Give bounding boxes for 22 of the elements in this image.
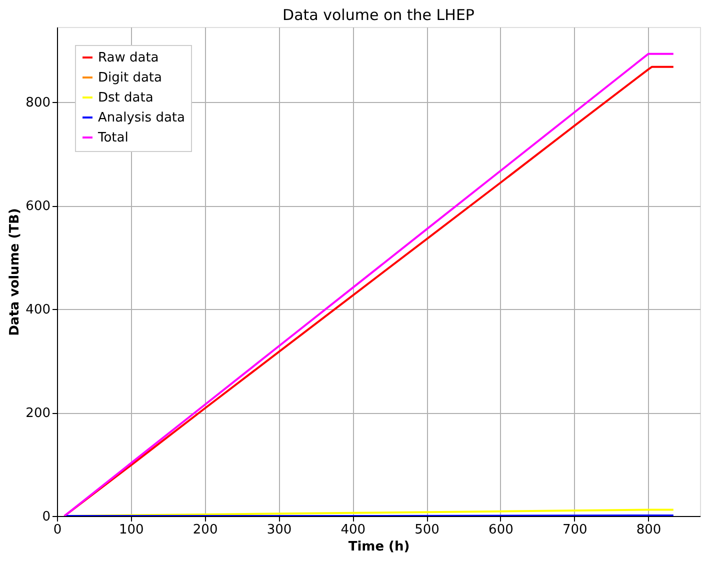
x-tick-label: 100	[118, 522, 144, 538]
legend-label: Dst data	[98, 90, 154, 106]
legend-label: Total	[97, 130, 128, 146]
legend-label: Digit data	[98, 70, 162, 86]
y-tick-label: 200	[26, 406, 50, 422]
y-tick-label: 600	[26, 199, 50, 214]
x-tick-label: 300	[266, 522, 292, 538]
x-tick-label: 600	[488, 522, 514, 538]
chart-title: Data volume on the LHEP	[282, 6, 474, 24]
y-axis-title: Data volume (TB)	[8, 208, 23, 336]
y-tick-label: 800	[26, 96, 50, 111]
x-tick-label: 400	[340, 522, 366, 538]
x-tick-label: 700	[562, 522, 588, 538]
x-tick-label: 200	[192, 522, 218, 538]
y-tick-label: 400	[26, 302, 50, 318]
x-axis-title: Time (h)	[348, 540, 410, 554]
y-tick-label: 0	[42, 510, 50, 524]
x-tick-label: 0	[53, 522, 62, 538]
legend-label: Analysis data	[98, 110, 185, 126]
legend-label: Raw data	[98, 50, 159, 66]
x-tick-label: 800	[636, 522, 662, 538]
x-tick-label: 500	[414, 522, 440, 538]
